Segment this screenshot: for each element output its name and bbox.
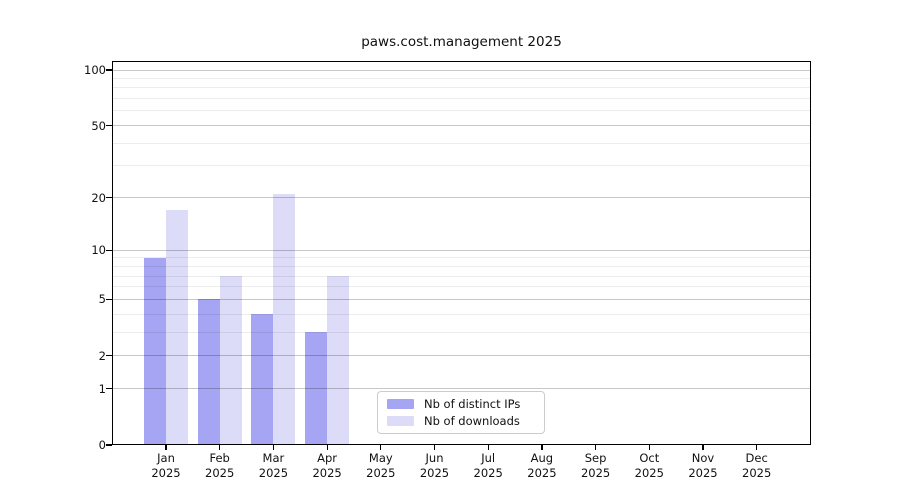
y-tick-label: 100: [84, 63, 106, 77]
legend-label-distinct-ips: Nb of distinct IPs: [424, 397, 521, 412]
bar-nb-of-distinct-ips-jan: [144, 257, 166, 445]
bar-nb-of-downloads-jan: [166, 210, 188, 445]
x-tick-label: Sep 2025: [580, 451, 611, 480]
x-tick-mark: [272, 445, 275, 450]
legend-item-distinct-ips: Nb of distinct IPs: [387, 396, 535, 412]
plot-area: [112, 61, 811, 445]
y-tick-mark: [106, 124, 112, 127]
x-tick-label: Aug 2025: [527, 451, 557, 480]
x-tick-mark: [219, 445, 221, 450]
x-tick-label: Dec 2025: [742, 451, 772, 480]
major-gridline: [112, 125, 811, 127]
x-tick-mark: [756, 445, 758, 450]
bar-nb-of-downloads-mar: [273, 193, 296, 445]
major-gridline: [112, 298, 811, 300]
x-tick-label: Oct 2025: [634, 451, 664, 480]
minor-gridline: [112, 142, 811, 144]
y-tick-label: 2: [98, 348, 106, 363]
bar-nb-of-downloads-feb: [219, 276, 242, 445]
x-tick-label: Feb 2025: [205, 451, 235, 480]
minor-gridline: [112, 87, 811, 89]
y-tick-label: 10: [91, 243, 106, 258]
y-tick-mark: [106, 298, 112, 301]
y-tick-mark: [106, 249, 112, 251]
x-tick-mark: [380, 445, 382, 450]
minor-gridline: [112, 331, 811, 333]
x-tick-label: May 2025: [366, 451, 396, 480]
bar-nb-of-distinct-ips-feb: [197, 299, 220, 445]
major-gridline: [112, 69, 811, 71]
minor-gridline: [112, 286, 811, 288]
legend: Nb of distinct IPs Nb of downloads: [377, 391, 545, 434]
minor-gridline: [112, 165, 811, 167]
x-tick-mark: [326, 445, 328, 450]
minor-gridline: [112, 110, 811, 112]
major-gridline: [112, 355, 811, 357]
legend-item-downloads: Nb of downloads: [387, 413, 535, 429]
bar-nb-of-downloads-apr: [327, 276, 350, 445]
bar-nb-of-distinct-ips-mar: [251, 314, 274, 445]
y-tick-mark: [106, 355, 112, 357]
minor-gridline: [112, 265, 811, 267]
major-gridline: [112, 197, 811, 199]
x-tick-mark: [541, 445, 543, 450]
y-tick-mark: [106, 388, 112, 390]
legend-swatch-distinct-ips: [387, 399, 414, 410]
chart-title: paws.cost.management 2025: [361, 34, 562, 50]
bar-nb-of-distinct-ips-apr: [305, 332, 328, 445]
x-tick-label: Mar 2025: [258, 451, 289, 480]
y-tick-mark: [106, 69, 112, 71]
x-tick-label: Apr 2025: [312, 451, 342, 480]
legend-swatch-downloads: [387, 415, 414, 426]
x-tick-mark: [702, 445, 704, 450]
y-tick-label: 0: [98, 438, 106, 452]
x-tick-mark: [648, 445, 650, 450]
x-tick-mark: [595, 445, 597, 450]
legend-label-downloads: Nb of downloads: [424, 413, 520, 428]
major-gridline: [112, 388, 811, 390]
y-tick-label: 1: [98, 381, 106, 396]
x-tick-mark: [165, 445, 167, 450]
y-tick-mark: [106, 444, 112, 446]
y-tick-mark: [106, 197, 112, 199]
minor-gridline: [112, 275, 811, 277]
x-tick-label: Jan 2025: [151, 451, 181, 480]
x-tick-label: Nov 2025: [688, 451, 718, 480]
x-tick-mark: [433, 445, 436, 450]
x-tick-label: Jun 2025: [419, 451, 450, 480]
minor-gridline: [112, 77, 811, 79]
major-gridline: [112, 249, 811, 251]
y-tick-label: 50: [91, 118, 106, 133]
minor-gridline: [112, 98, 811, 100]
x-tick-label: Jul 2025: [473, 451, 503, 480]
x-tick-mark: [487, 445, 489, 450]
minor-gridline: [112, 257, 811, 259]
minor-gridline: [112, 313, 811, 315]
y-tick-label: 5: [98, 292, 106, 307]
y-tick-label: 20: [91, 190, 106, 205]
